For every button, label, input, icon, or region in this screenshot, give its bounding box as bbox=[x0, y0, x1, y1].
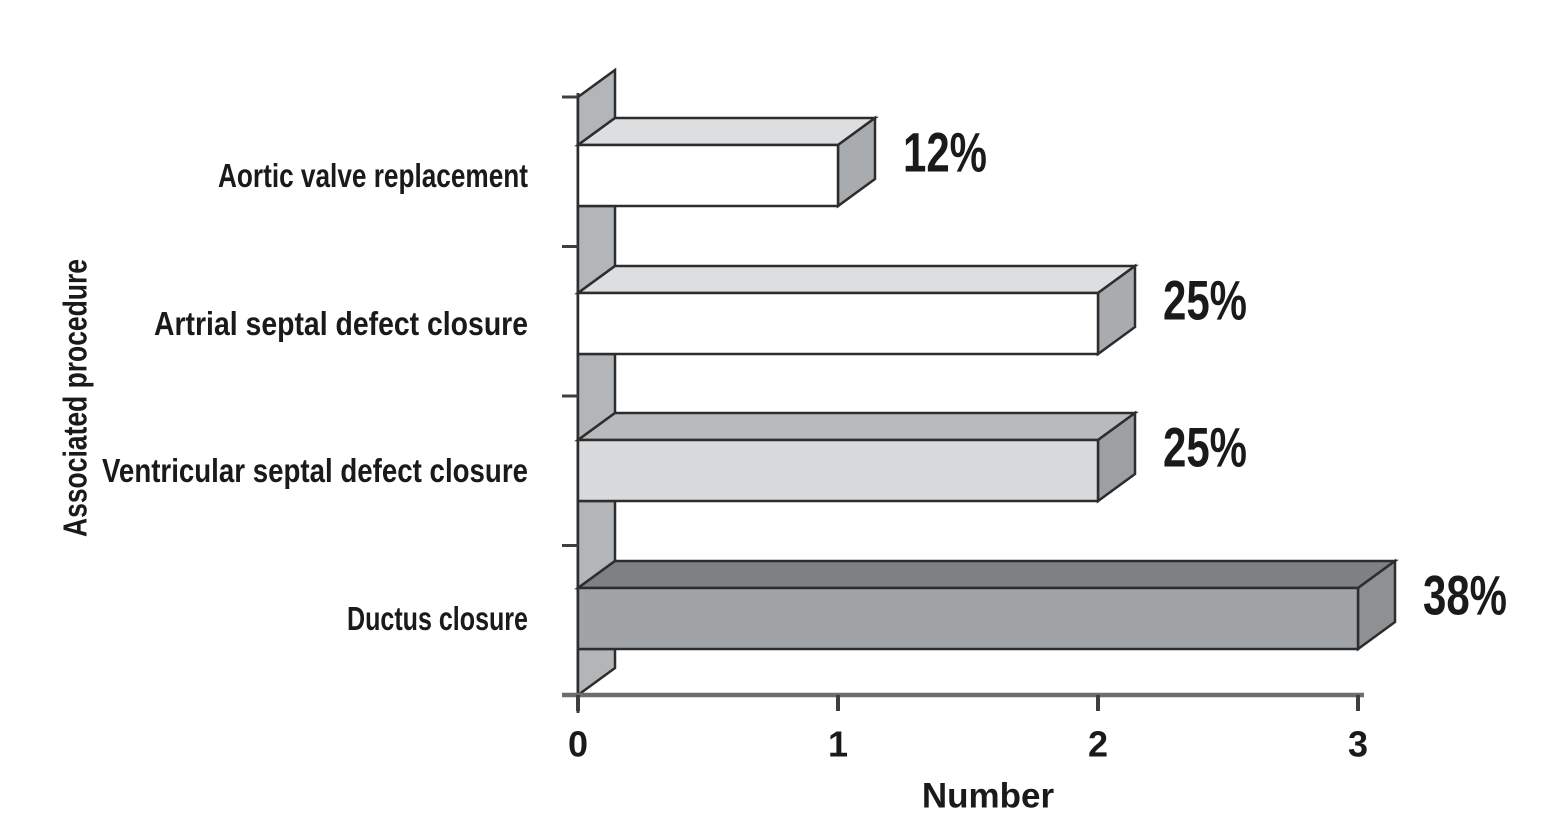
axis-wall-segment bbox=[576, 647, 617, 698]
bar-artrial-septal-defect-closure bbox=[576, 291, 1100, 356]
bar-top-face-ductus-closure bbox=[574, 559, 1399, 590]
category-label-ventricular-septal-defect-closure: Ventricular septal defect closure bbox=[102, 452, 528, 489]
bar-ductus-closure bbox=[576, 586, 1360, 651]
category-label-aortic-valve-replacement: Aortic valve replacement bbox=[218, 157, 528, 194]
bar-top-face-ventricular-septal-defect-closure bbox=[574, 411, 1139, 442]
x-tick-label-0: 0 bbox=[568, 724, 588, 765]
bar-ventricular-septal-defect-closure bbox=[576, 438, 1100, 503]
x-tick-label-2: 2 bbox=[1088, 724, 1108, 765]
chart-marks: Aortic valve replacement 12% Artrial septa… bbox=[102, 67, 1507, 765]
x-tick-label-1: 1 bbox=[828, 724, 848, 765]
y-axis-title: Associated procedure bbox=[57, 259, 94, 537]
category-label-ductus-closure: Ductus closure bbox=[347, 600, 528, 637]
bar-top-face-artrial-septal-defect-closure bbox=[574, 264, 1139, 295]
x-axis-title: Number bbox=[922, 777, 1055, 816]
category-label-artrial-septal-defect-closure: Artrial septal defect closure bbox=[154, 305, 528, 342]
bar-value-label-ductus-closure: 38% bbox=[1423, 564, 1507, 627]
x-tick-label-3: 3 bbox=[1348, 724, 1368, 765]
bar-value-label-ventricular-septal-defect-closure: 25% bbox=[1163, 416, 1247, 479]
bar-aortic-valve-replacement bbox=[576, 143, 840, 208]
bar-top-face-aortic-valve-replacement bbox=[574, 116, 879, 147]
bar-value-label-aortic-valve-replacement: 12% bbox=[903, 121, 987, 184]
bar-value-label-artrial-septal-defect-closure: 25% bbox=[1163, 269, 1247, 332]
